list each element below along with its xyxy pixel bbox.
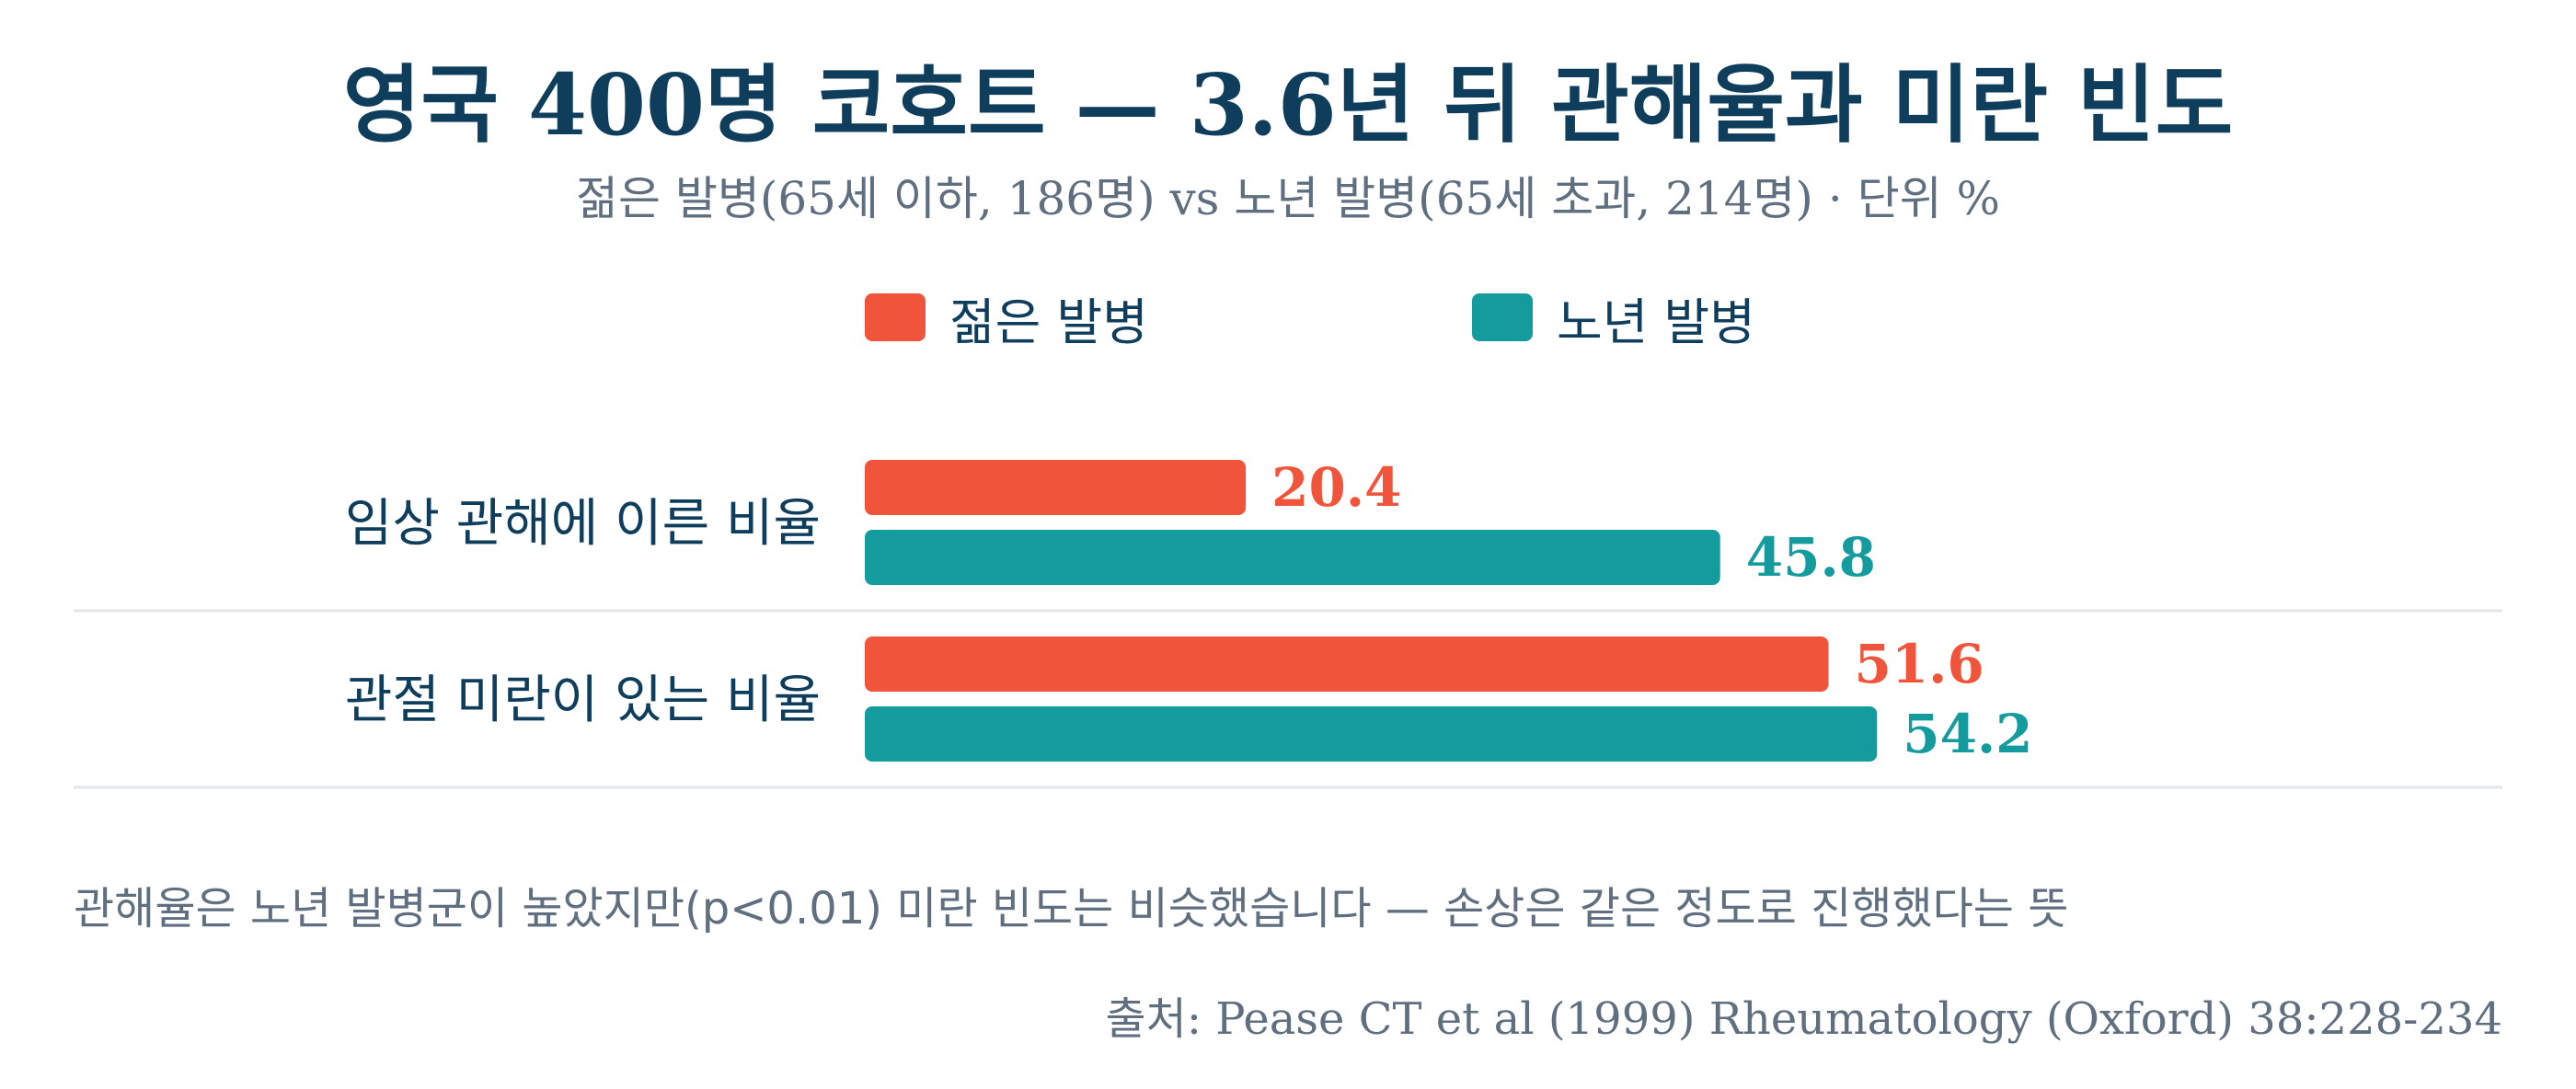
bar-erosion-elderly-onset xyxy=(865,706,1878,762)
chart-note: 관해율은 노년 발병군이 높았지만(p<0.01) 미란 빈도는 비슷했습니다 … xyxy=(74,883,2069,934)
bar-remission-young-onset xyxy=(865,460,1247,515)
category-label-remission: 임상 관해에 이른 비율 xyxy=(344,494,821,554)
data-label-remission-elderly-onset: 45.8 xyxy=(1746,526,1876,589)
chart-source: 출처: Pease CT et al (1999) Rheumatology (… xyxy=(1105,993,2502,1045)
bar-remission-elderly-onset xyxy=(865,530,1720,585)
legend-label-elderly-onset: 노년 발병 xyxy=(1557,292,1755,351)
data-label-remission-young-onset: 20.4 xyxy=(1271,456,1401,519)
legend-item-young-onset: 젊은 발병 xyxy=(865,285,1148,351)
data-label-erosion-elderly-onset: 54.2 xyxy=(1903,703,2032,765)
chart-title: 영국 400명 코호트 — 3.6년 뒤 관해율과 미란 빈도 xyxy=(342,55,2234,155)
legend-label-young-onset: 젊은 발병 xyxy=(949,292,1148,351)
legend-swatch-young-onset xyxy=(865,293,926,341)
legend-swatch-elderly-onset xyxy=(1472,293,1533,341)
bar-erosion-young-onset xyxy=(865,636,1829,692)
legend-item-elderly-onset: 노년 발병 xyxy=(1472,285,1755,351)
category-label-erosion: 관절 미란이 있는 비율 xyxy=(344,671,821,730)
data-label-erosion-young-onset: 51.6 xyxy=(1854,633,1984,695)
chart-subtitle: 젊은 발병(65세 이하, 186명) vs 노년 발병(65세 초과, 214… xyxy=(575,172,2001,225)
